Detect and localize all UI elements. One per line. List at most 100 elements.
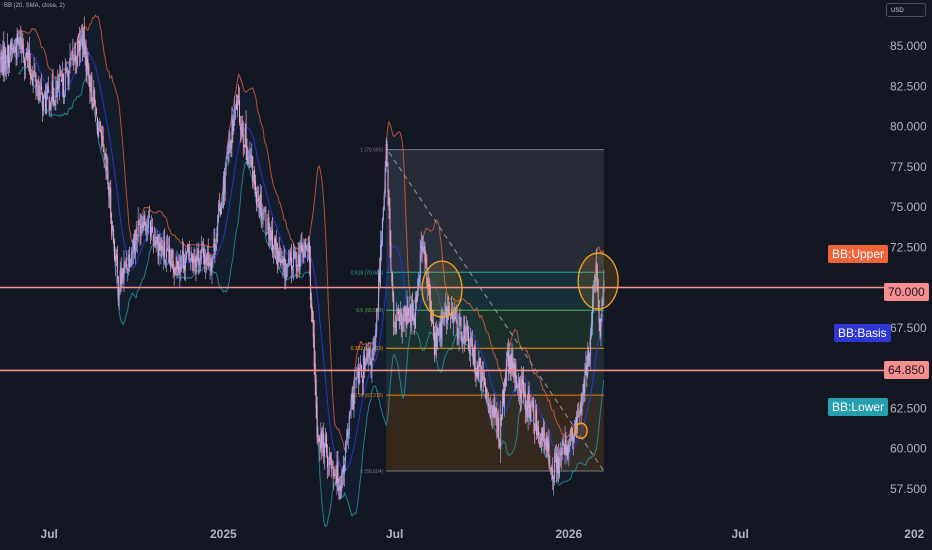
candle-body [210, 260, 212, 271]
currency-selector[interactable]: USD [886, 3, 926, 17]
candle-body [536, 408, 538, 436]
candle-body [379, 270, 381, 282]
candle-body [26, 52, 28, 61]
drawing-tools[interactable] [0, 151, 884, 472]
candle-body [94, 90, 96, 105]
candle-body [438, 332, 440, 337]
candle-body [419, 251, 421, 278]
candle-body [56, 81, 58, 89]
candle-body [352, 393, 354, 409]
candle-body [55, 88, 57, 103]
candle-body [590, 333, 592, 356]
price-axis[interactable]: 85.000 82.500 80.000 77.500 75.000 72.500 70.0… [884, 0, 932, 550]
candle-body [398, 315, 400, 321]
candle-body [225, 161, 227, 169]
candle-body [434, 332, 436, 355]
candle-body [23, 49, 25, 58]
candle-body [141, 224, 143, 227]
time-axis[interactable]: Jul 2025 Jul 2026 Jul 202 [41, 527, 925, 541]
candle-body [437, 328, 439, 333]
candle-body [490, 415, 492, 417]
candle-body [96, 108, 98, 115]
candle-body [284, 259, 286, 279]
highlight-circle [421, 260, 463, 318]
candle-body [103, 149, 105, 154]
candle-body [4, 51, 6, 74]
candle-body [581, 396, 583, 412]
candle-body [315, 379, 317, 408]
candle-body [262, 213, 264, 214]
candle-body [218, 203, 220, 218]
candle-body [308, 242, 310, 263]
candle-body [279, 259, 281, 263]
candle-body [380, 240, 382, 248]
price-tick-label: 57.500 [890, 482, 927, 496]
candle-body [198, 250, 200, 265]
candle-body [206, 252, 208, 261]
candle-body [521, 379, 523, 401]
candle-body [291, 265, 293, 271]
candle-body [518, 380, 520, 388]
candle-body [128, 254, 130, 268]
candle-body [116, 255, 118, 273]
candle-body [129, 254, 131, 267]
candle-body [488, 406, 490, 409]
candle-body [485, 382, 487, 393]
candle-body [442, 318, 444, 319]
candle-body [200, 251, 202, 260]
candle-body [426, 267, 428, 284]
candle-body [389, 208, 391, 246]
candle-body [66, 68, 68, 73]
fib-level-label: 0 (58.604) [360, 469, 383, 475]
candle-body [196, 253, 198, 266]
fib-level-label: 0.236 (63.315) [351, 393, 384, 399]
candle-body [132, 250, 134, 253]
candle-body [38, 85, 40, 102]
fib-zone [386, 149, 604, 273]
indicator-legend[interactable]: BB (20, SMA, close, 2) [4, 3, 65, 9]
candle-body [414, 317, 416, 325]
candle-body [249, 154, 251, 157]
candle-body [176, 257, 178, 268]
candle-body [508, 355, 510, 367]
candle-body [45, 95, 47, 114]
candle-body [254, 170, 256, 184]
candle-body [317, 440, 319, 441]
candle-body [359, 371, 361, 383]
candle-body [142, 222, 144, 229]
candle-body [554, 452, 556, 479]
candle-body [8, 46, 10, 67]
candle-body [233, 118, 235, 131]
candle-body [379, 244, 381, 286]
candle-body [29, 66, 31, 73]
candle-body [386, 143, 388, 167]
candle-body [459, 313, 461, 315]
candle-body [26, 51, 28, 58]
candle-body [305, 242, 307, 249]
candle-body [224, 172, 226, 194]
candle-body [146, 224, 148, 232]
candle-body [403, 308, 405, 323]
candle-body [507, 351, 509, 367]
candle-body [325, 436, 327, 448]
candle-body [106, 166, 108, 170]
candle-body [289, 253, 291, 254]
bb-lower-tag: BB:Lower [828, 397, 889, 416]
candle-body [214, 239, 216, 251]
price-tick-label: 82.500 [890, 79, 927, 93]
time-tick-label: 2026 [555, 527, 582, 541]
candle-body [429, 288, 431, 298]
candle-body [350, 398, 352, 410]
candle-body [415, 296, 417, 303]
candle-body [101, 136, 103, 138]
candle-body [121, 272, 123, 284]
candle-body [203, 253, 205, 265]
candle-body [160, 245, 162, 251]
candle-body [559, 452, 561, 455]
candle-body [85, 45, 87, 72]
candle-body [30, 74, 32, 79]
candle-body [387, 168, 389, 193]
candle-body [351, 391, 353, 398]
candle-body [516, 386, 518, 388]
